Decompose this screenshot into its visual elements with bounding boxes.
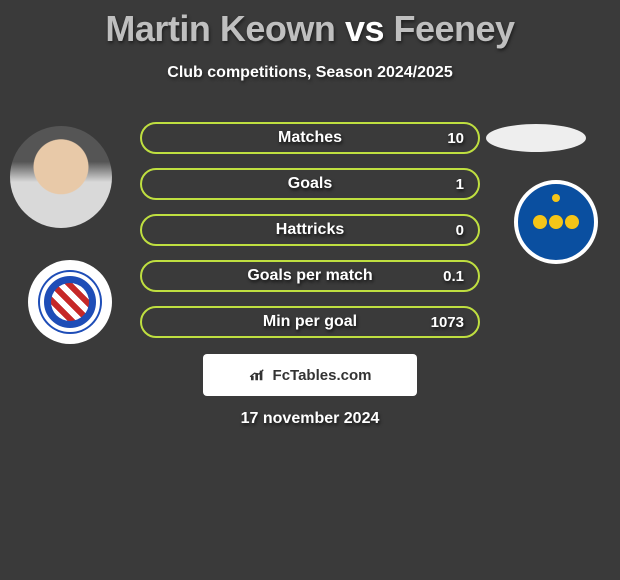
stat-row: Min per goal 1073 [140, 306, 480, 338]
footer-brand-box[interactable]: FcTables.com [203, 354, 417, 396]
stat-label: Matches [278, 129, 342, 147]
stat-row: Hattricks 0 [140, 214, 480, 246]
avatar [10, 126, 112, 228]
stat-right-value: 10 [440, 130, 464, 147]
stat-right-value: 1 [440, 176, 464, 193]
stat-label: Min per goal [263, 313, 357, 331]
chart-icon [249, 368, 267, 382]
player2-photo [486, 124, 586, 152]
stat-row: Goals 1 [140, 168, 480, 200]
footer-brand-text: FcTables.com [273, 367, 372, 384]
vs-label: vs [345, 8, 384, 49]
stats-list: Matches 10 Goals 1 Hattricks 0 Goals per… [140, 122, 480, 352]
stat-right-value: 0.1 [440, 268, 464, 285]
subtitle: Club competitions, Season 2024/2025 [0, 64, 620, 82]
stat-label: Goals [288, 175, 332, 193]
player2-name: Feeney [394, 8, 515, 49]
page-title: Martin Keown vs Feeney [0, 0, 620, 50]
stat-right-value: 0 [440, 222, 464, 239]
stat-label: Goals per match [247, 267, 372, 285]
player1-photo [10, 126, 112, 228]
stat-label: Hattricks [276, 221, 344, 239]
date-label: 17 november 2024 [0, 410, 620, 428]
stat-row: Matches 10 [140, 122, 480, 154]
stat-right-value: 1073 [431, 314, 464, 331]
stat-row: Goals per match 0.1 [140, 260, 480, 292]
player1-club-badge [28, 260, 112, 344]
player1-name: Martin Keown [105, 8, 335, 49]
player2-club-badge [514, 180, 598, 264]
